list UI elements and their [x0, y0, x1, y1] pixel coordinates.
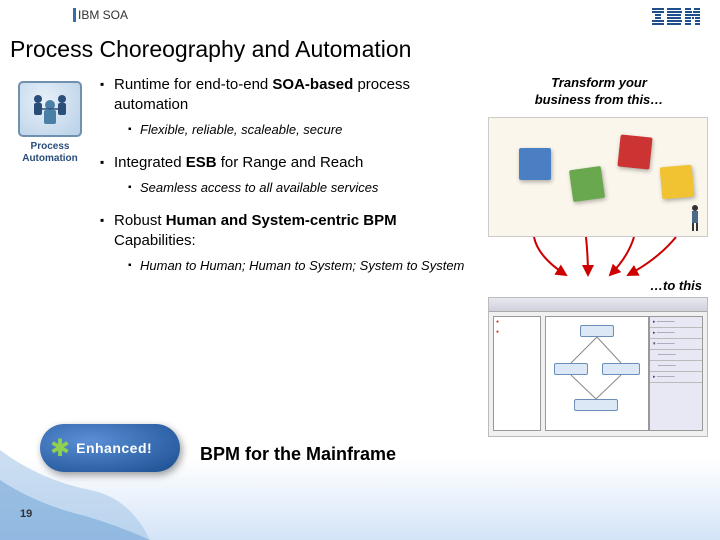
- bpm-mainframe-heading: BPM for the Mainframe: [200, 444, 396, 465]
- person-icon: [689, 204, 701, 232]
- sticky-note-green: [569, 166, 605, 202]
- screenshot-right-panel: ▸ ───── ▸ ───── ▾ ───── ───── ───── ▸ ──…: [649, 316, 703, 431]
- bullet-esb: Integrated ESB for Range and Reach: [100, 153, 480, 173]
- bullet-bpm: Robust Human and System-centric BPM Capa…: [100, 211, 480, 250]
- process-automation-icon-block: Process Automation: [10, 75, 90, 437]
- bullet-runtime-sub: Flexible, reliable, scaleable, secure: [128, 122, 480, 139]
- bullet-list: Runtime for end-to-end SOA-based process…: [90, 75, 480, 437]
- bpm-tool-screenshot: ● ● ▸ ───── ▸ ───── ▾ ───── ─────: [488, 297, 708, 437]
- sticky-note-red: [617, 134, 652, 169]
- ibm-logo: [652, 8, 700, 26]
- screenshot-left-panel: ● ●: [493, 316, 541, 431]
- page-number: 19: [20, 508, 32, 520]
- screenshot-canvas: [545, 316, 649, 431]
- icon-label-line2: Automation: [10, 153, 90, 165]
- transition-arrows: [488, 237, 708, 277]
- transform-heading: Transform your business from this…: [488, 75, 710, 109]
- bullet-runtime: Runtime for end-to-end SOA-based process…: [100, 75, 480, 114]
- sticky-note-yellow: [660, 164, 695, 199]
- sticky-note-board-image: [488, 117, 708, 237]
- header: IBM SOA: [0, 0, 720, 26]
- sticky-note-blue: [519, 148, 551, 180]
- enhanced-badge-text: Enhanced!: [76, 440, 152, 456]
- enhanced-badge: ✱ Enhanced!: [40, 424, 180, 472]
- icon-label-line1: Process: [10, 141, 90, 153]
- to-this-text: …to this: [488, 278, 710, 293]
- slide-title: Process Choreography and Automation: [0, 26, 720, 75]
- header-category: IBM SOA: [78, 8, 128, 22]
- slide-container: IBM SOA Process Choreography and Automat…: [0, 0, 720, 540]
- content-row: Process Automation Runtime for end-to-en…: [0, 75, 720, 437]
- process-automation-icon: [18, 81, 82, 137]
- right-column: Transform your business from this… …to: [480, 75, 710, 437]
- bullet-esb-sub: Seamless access to all available service…: [128, 180, 480, 197]
- header-accent-bar: [73, 8, 76, 22]
- bullet-bpm-sub: Human to Human; Human to System; System …: [128, 258, 480, 275]
- star-icon: ✱: [50, 434, 70, 463]
